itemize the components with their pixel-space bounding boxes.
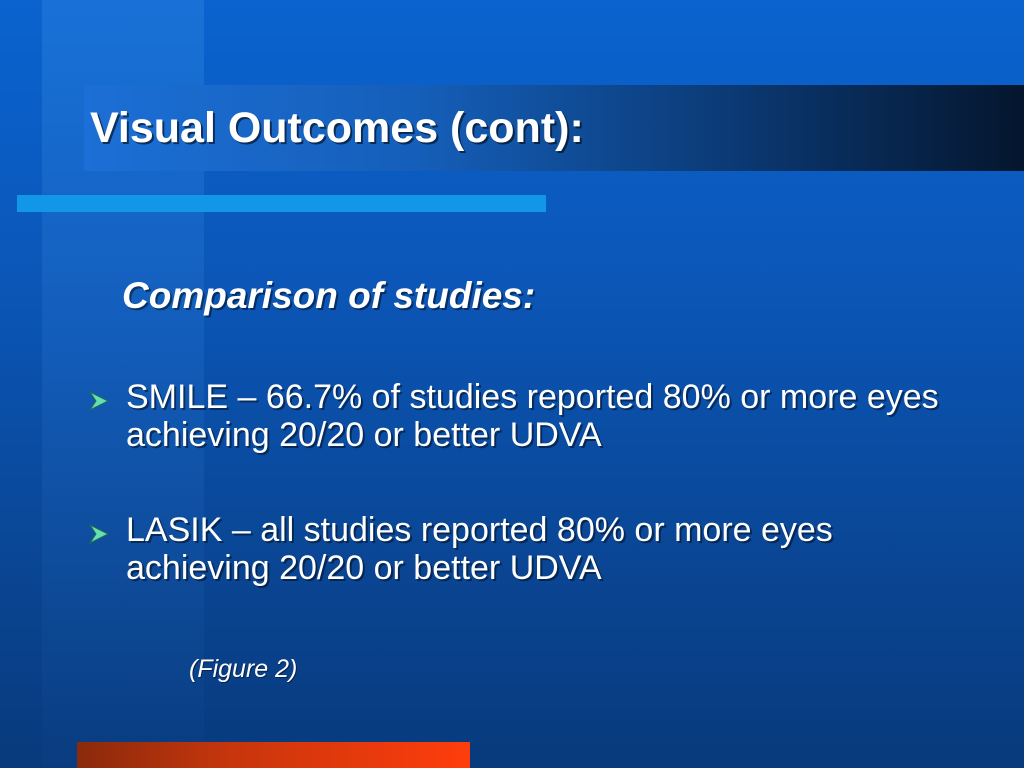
- arrowhead-bullet-icon: [88, 378, 126, 417]
- figure-caption: (Figure 2): [189, 655, 298, 683]
- accent-line: [17, 195, 546, 212]
- bullet-text: SMILE – 66.7% of studies reported 80% or…: [126, 378, 939, 454]
- slide-subtitle: Comparison of studies:: [122, 275, 536, 316]
- arrowhead-bullet-icon: [88, 511, 126, 550]
- title-bar: [84, 85, 1024, 171]
- bullet-item-smile: SMILE – 66.7% of studies reported 80% or…: [88, 378, 948, 454]
- slide-title: Visual Outcomes (cont):: [90, 104, 584, 152]
- bullet-text: LASIK – all studies reported 80% or more…: [126, 511, 833, 587]
- bottom-accent-bar: [77, 742, 470, 768]
- bullet-item-lasik: LASIK – all studies reported 80% or more…: [88, 511, 948, 587]
